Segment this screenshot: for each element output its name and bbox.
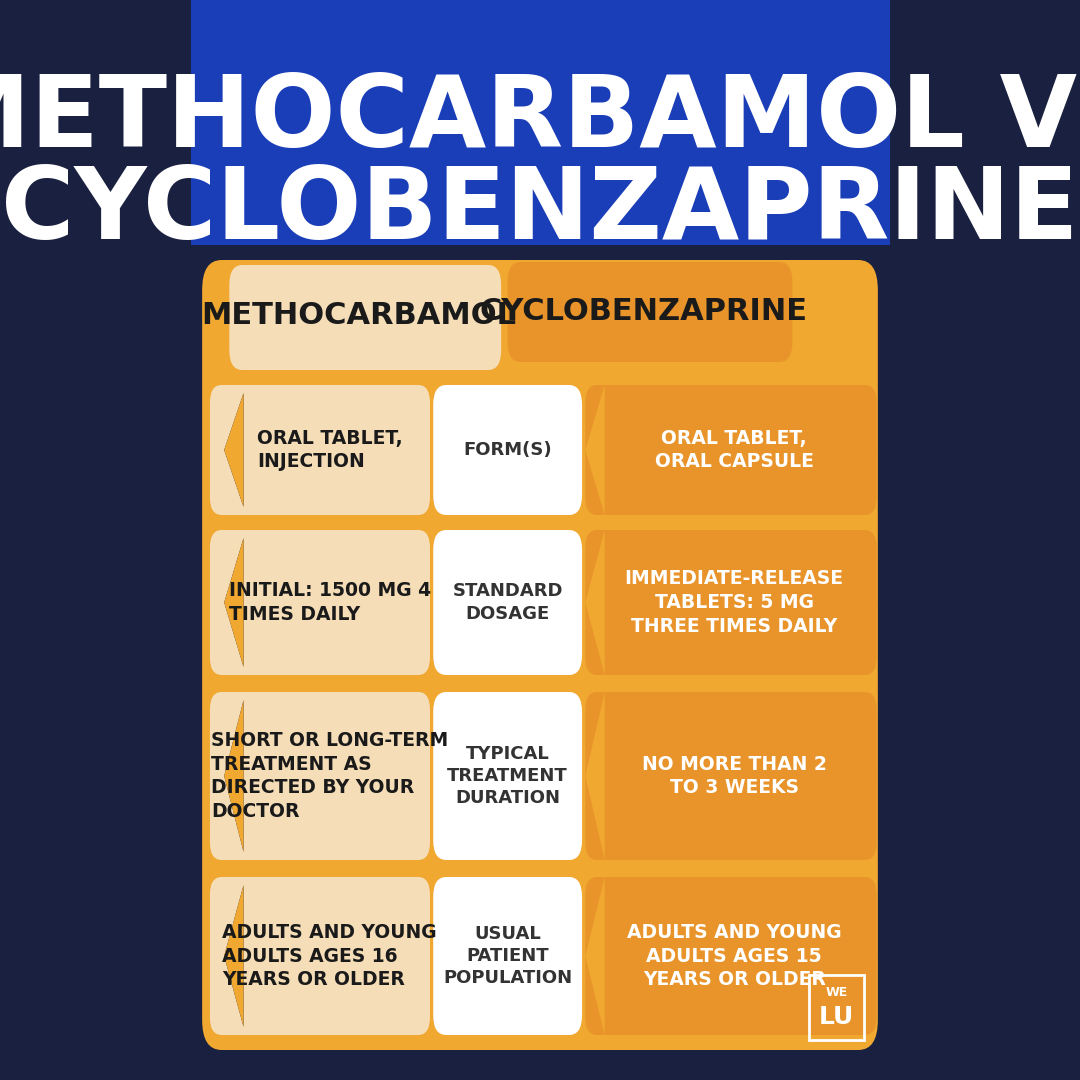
Polygon shape bbox=[858, 384, 877, 515]
Text: ADULTS AND YOUNG
ADULTS AGES 16
YEARS OR OLDER: ADULTS AND YOUNG ADULTS AGES 16 YEARS OR… bbox=[222, 923, 437, 989]
Text: CYCLOBENZAPRINE: CYCLOBENZAPRINE bbox=[480, 297, 808, 326]
Text: INITIAL: 1500 MG 4
TIMES DAILY: INITIAL: 1500 MG 4 TIMES DAILY bbox=[229, 581, 431, 624]
Polygon shape bbox=[410, 530, 430, 675]
Polygon shape bbox=[585, 692, 605, 860]
FancyBboxPatch shape bbox=[210, 530, 430, 675]
FancyBboxPatch shape bbox=[433, 692, 582, 860]
FancyBboxPatch shape bbox=[585, 692, 877, 860]
Polygon shape bbox=[225, 393, 244, 507]
FancyBboxPatch shape bbox=[585, 877, 877, 1035]
Text: SHORT OR LONG-TERM
TREATMENT AS
DIRECTED BY YOUR
DOCTOR: SHORT OR LONG-TERM TREATMENT AS DIRECTED… bbox=[211, 731, 448, 821]
Polygon shape bbox=[585, 530, 605, 675]
Polygon shape bbox=[225, 885, 244, 1027]
Polygon shape bbox=[858, 530, 877, 675]
Polygon shape bbox=[585, 384, 605, 515]
Polygon shape bbox=[585, 877, 605, 1035]
FancyBboxPatch shape bbox=[585, 384, 877, 515]
Text: LU: LU bbox=[819, 1005, 854, 1029]
Polygon shape bbox=[858, 692, 877, 860]
Polygon shape bbox=[225, 538, 244, 667]
Text: ADULTS AND YOUNG
ADULTS AGES 15
YEARS OR OLDER: ADULTS AND YOUNG ADULTS AGES 15 YEARS OR… bbox=[626, 923, 841, 989]
FancyBboxPatch shape bbox=[585, 530, 877, 675]
FancyBboxPatch shape bbox=[229, 265, 501, 370]
Polygon shape bbox=[410, 692, 430, 860]
Text: ORAL TABLET,
INJECTION: ORAL TABLET, INJECTION bbox=[257, 429, 403, 471]
Polygon shape bbox=[225, 700, 244, 852]
FancyBboxPatch shape bbox=[210, 877, 430, 1035]
FancyBboxPatch shape bbox=[508, 262, 793, 362]
Polygon shape bbox=[225, 393, 244, 507]
Text: TYPICAL
TREATMENT
DURATION: TYPICAL TREATMENT DURATION bbox=[447, 745, 568, 807]
Text: ORAL TABLET,
ORAL CAPSULE: ORAL TABLET, ORAL CAPSULE bbox=[654, 429, 813, 471]
FancyBboxPatch shape bbox=[190, 0, 890, 249]
Polygon shape bbox=[225, 700, 244, 852]
Text: FORM(S): FORM(S) bbox=[463, 441, 552, 459]
Polygon shape bbox=[410, 384, 430, 515]
Polygon shape bbox=[410, 877, 430, 1035]
FancyBboxPatch shape bbox=[433, 384, 582, 515]
Polygon shape bbox=[225, 885, 244, 1027]
Text: USUAL
PATIENT
POPULATION: USUAL PATIENT POPULATION bbox=[443, 924, 572, 987]
Polygon shape bbox=[858, 877, 877, 1035]
FancyBboxPatch shape bbox=[433, 530, 582, 675]
FancyBboxPatch shape bbox=[190, 245, 890, 1080]
FancyBboxPatch shape bbox=[210, 692, 430, 860]
Polygon shape bbox=[225, 538, 244, 667]
Text: METHOCARBAMOL VS: METHOCARBAMOL VS bbox=[0, 71, 1080, 168]
Text: WE: WE bbox=[825, 986, 848, 999]
FancyBboxPatch shape bbox=[210, 384, 430, 515]
FancyBboxPatch shape bbox=[433, 877, 582, 1035]
Text: IMMEDIATE-RELEASE
TABLETS: 5 MG
THREE TIMES DAILY: IMMEDIATE-RELEASE TABLETS: 5 MG THREE TI… bbox=[624, 569, 843, 635]
Text: CYCLOBENZAPRINE: CYCLOBENZAPRINE bbox=[1, 163, 1079, 260]
Text: STANDARD
DOSAGE: STANDARD DOSAGE bbox=[453, 582, 563, 622]
Text: METHOCARBAMOL: METHOCARBAMOL bbox=[201, 300, 516, 329]
FancyBboxPatch shape bbox=[202, 260, 878, 1050]
Text: NO MORE THAN 2
TO 3 WEEKS: NO MORE THAN 2 TO 3 WEEKS bbox=[642, 755, 826, 797]
